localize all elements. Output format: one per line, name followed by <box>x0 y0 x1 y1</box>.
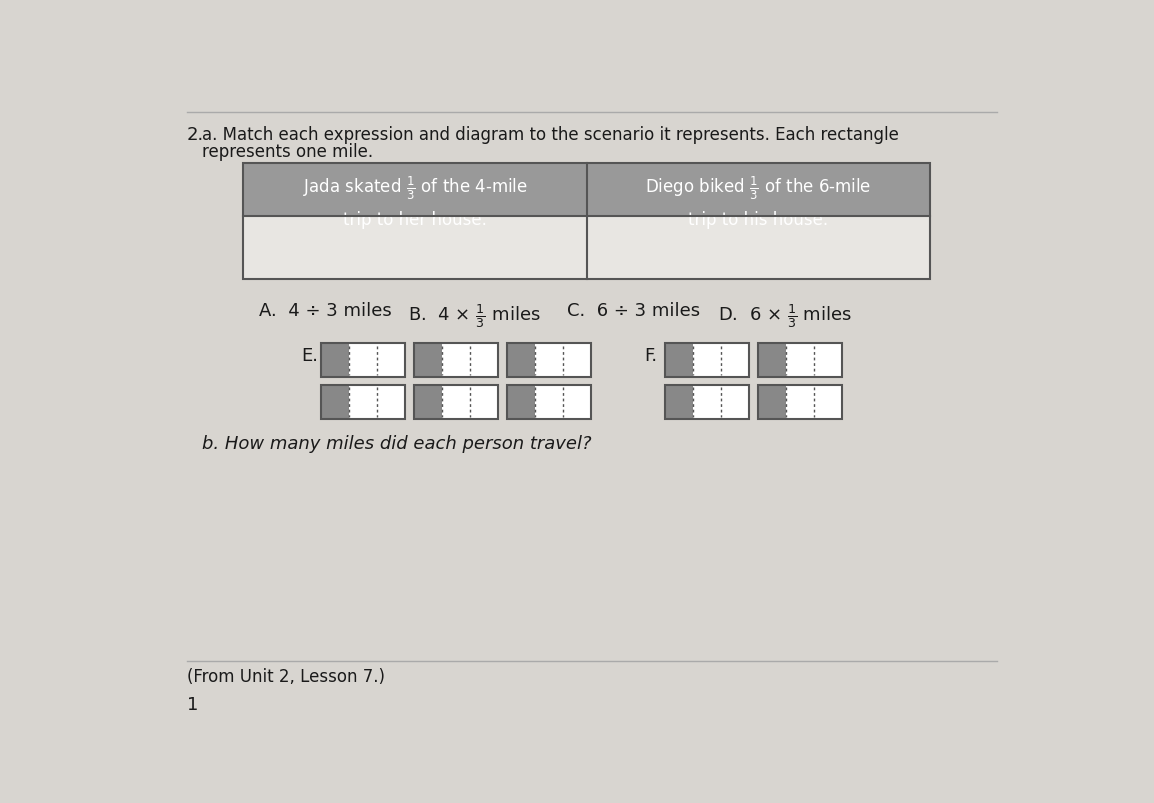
Bar <box>414 385 497 419</box>
Text: A.  4 ÷ 3 miles: A. 4 ÷ 3 miles <box>258 302 391 320</box>
Bar <box>665 385 749 419</box>
Bar <box>507 385 534 419</box>
Bar <box>507 385 591 419</box>
Bar <box>758 385 786 419</box>
Text: D.  6 × $\frac{1}{3}$ miles: D. 6 × $\frac{1}{3}$ miles <box>718 302 852 329</box>
Bar <box>349 344 376 378</box>
Bar <box>814 344 841 378</box>
Bar <box>758 344 786 378</box>
Bar <box>470 385 497 419</box>
Bar <box>665 385 692 419</box>
Bar <box>692 385 721 419</box>
Text: represents one mile.: represents one mile. <box>202 142 374 161</box>
Bar <box>414 344 442 378</box>
Bar <box>563 385 591 419</box>
Bar <box>414 344 497 378</box>
Bar <box>721 385 749 419</box>
Text: B.  4 × $\frac{1}{3}$ miles: B. 4 × $\frac{1}{3}$ miles <box>407 302 540 329</box>
Text: 2.: 2. <box>187 125 204 144</box>
Text: a. Match each expression and diagram to the scenario it represents. Each rectang: a. Match each expression and diagram to … <box>202 125 899 144</box>
Bar <box>470 344 497 378</box>
Bar <box>507 344 534 378</box>
Bar <box>586 164 930 216</box>
Bar <box>665 344 692 378</box>
Text: Jada skated $\frac{1}{3}$ of the 4-mile
trip to her house.: Jada skated $\frac{1}{3}$ of the 4-mile … <box>302 175 527 229</box>
Bar <box>758 344 841 378</box>
Bar <box>376 385 405 419</box>
Bar <box>243 164 930 279</box>
Text: 1: 1 <box>187 695 198 712</box>
Bar <box>349 385 376 419</box>
Bar <box>563 344 591 378</box>
Text: Diego biked $\frac{1}{3}$ of the 6-mile
trip to his house.: Diego biked $\frac{1}{3}$ of the 6-mile … <box>645 175 871 229</box>
Bar <box>243 164 586 216</box>
Bar <box>534 344 563 378</box>
Text: (From Unit 2, Lesson 7.): (From Unit 2, Lesson 7.) <box>187 667 385 685</box>
Bar <box>442 385 470 419</box>
Bar <box>507 344 591 378</box>
Text: C.  6 ÷ 3 miles: C. 6 ÷ 3 miles <box>567 302 699 320</box>
Bar <box>814 385 841 419</box>
Bar <box>721 344 749 378</box>
Bar <box>321 344 405 378</box>
Bar <box>534 385 563 419</box>
Bar <box>665 344 749 378</box>
Text: E.: E. <box>301 346 319 365</box>
Bar <box>243 164 930 279</box>
Bar <box>758 385 841 419</box>
Bar <box>321 385 405 419</box>
Bar <box>692 344 721 378</box>
Text: F.: F. <box>644 346 658 365</box>
Bar <box>376 344 405 378</box>
Bar <box>321 344 349 378</box>
Bar <box>786 344 814 378</box>
Bar <box>442 344 470 378</box>
Bar <box>414 385 442 419</box>
Bar <box>321 385 349 419</box>
Text: b. How many miles did each person travel?: b. How many miles did each person travel… <box>202 434 592 453</box>
Bar <box>786 385 814 419</box>
